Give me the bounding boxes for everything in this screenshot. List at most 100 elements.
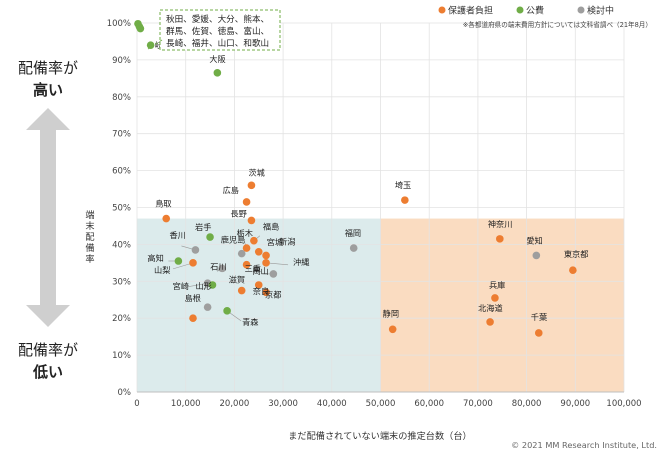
point-label-高知: 高知	[147, 253, 163, 263]
point-label-兵庫: 兵庫	[489, 280, 505, 290]
callout-line-3: 長崎、福井、山口、和歌山	[166, 37, 269, 49]
side-high-line2: 高い	[33, 81, 63, 99]
point-青森	[223, 307, 231, 315]
point-label-香川: 香川	[169, 230, 185, 240]
point-香川	[191, 246, 200, 254]
point-新潟	[262, 251, 270, 260]
legend-label-公費: 公費	[526, 5, 544, 17]
y-axis-title-char: 末	[85, 220, 94, 232]
point-label-神奈川: 神奈川	[488, 219, 513, 229]
x-tick-label: 10,000	[171, 399, 201, 409]
callout-box	[159, 9, 281, 51]
point-高知	[174, 257, 183, 265]
point-label-宮城: 宮城	[267, 237, 283, 247]
point-福岡	[349, 244, 358, 252]
point-unlabeled-2	[136, 24, 145, 33]
point-label-千葉: 千葉	[531, 312, 547, 322]
legend-label-検討中: 検討中	[587, 5, 614, 17]
point-三重	[242, 260, 251, 269]
legend-marker-保護者負担	[438, 6, 446, 14]
point-埼玉	[401, 196, 409, 204]
callout: 秋田、愛媛、大分、熊本、 群馬、佐賀、徳島、富山、 長崎、福井、山口、和歌山	[147, 9, 281, 51]
x-axis-title: まだ配備されていない端末の推定台数（台）	[288, 430, 471, 442]
y-axis-title-char: 備	[85, 242, 94, 254]
y-tick-label: 100%	[107, 19, 131, 29]
legend-label-保護者負担: 保護者負担	[448, 5, 493, 17]
point-label-沖縄: 沖縄	[293, 257, 309, 267]
point-label-島根: 島根	[185, 293, 201, 303]
point-茨城	[247, 181, 256, 190]
point-鳥取	[162, 214, 171, 223]
point-沖縄	[262, 259, 270, 267]
point-label-石川: 石川	[210, 261, 226, 271]
x-tick-label: 100,000	[606, 399, 641, 409]
point-北海道	[486, 318, 494, 326]
y-axis-title-char: 配	[85, 232, 94, 243]
point-島根	[203, 303, 212, 311]
x-tick-label: 60,000	[414, 399, 444, 409]
point-label-福島: 福島	[263, 222, 279, 232]
point-福島	[250, 236, 258, 245]
x-tick-label: 20,000	[220, 399, 250, 409]
point-label-福岡: 福岡	[345, 228, 361, 238]
x-tick-label: 30,000	[268, 399, 298, 409]
y-tick-label: 0%	[118, 388, 132, 398]
double-arrow-icon	[26, 108, 70, 327]
point-label-茨城: 茨城	[248, 167, 264, 177]
x-tick-label: 80,000	[512, 399, 542, 409]
x-tick-label: 70,000	[463, 399, 493, 409]
y-tick-label: 10%	[112, 351, 131, 361]
side-high-line1: 配備率が	[18, 59, 78, 77]
point-東京都	[569, 266, 577, 275]
point-label-奈良: 奈良	[253, 286, 269, 296]
point-label-新潟: 新潟	[279, 236, 295, 246]
point-広島	[242, 198, 251, 206]
point-label-滋賀: 滋賀	[229, 275, 245, 285]
x-tick-label: 0	[134, 399, 139, 409]
point-鹿児島	[237, 249, 246, 258]
tick-labels: 0% 10% 20% 30% 40% 50% 60% 70% 80% 90% 100% 0 10,000…	[107, 19, 642, 409]
point-奈良	[254, 281, 263, 289]
legend-marker-検討中	[577, 6, 585, 14]
grid-lines	[136, 22, 625, 393]
x-tick-label: 90,000	[560, 399, 590, 409]
y-axis-title-char: 率	[85, 253, 94, 265]
point-栃木	[242, 244, 251, 252]
y-tick-label: 40%	[112, 240, 131, 250]
point-label-鹿児島: 鹿児島	[221, 235, 246, 245]
point-label-長野: 長野	[230, 208, 246, 218]
point-label-京都: 京都	[265, 289, 281, 299]
point-label-山梨: 山梨	[154, 265, 170, 275]
point-大阪	[213, 69, 222, 77]
legend: 保護者負担 公費 検討中	[438, 5, 614, 17]
point-石川	[218, 264, 227, 273]
point-岩手	[206, 233, 214, 241]
y-axis-title-char: 端	[85, 209, 94, 221]
point-label-青森: 青森	[242, 317, 259, 327]
point-label-大阪: 大阪	[209, 54, 225, 64]
y-tick-label: 20%	[112, 314, 131, 324]
side-low-line1: 配備率が	[18, 341, 78, 359]
y-tick-label: 50%	[112, 204, 131, 214]
point-label-宮崎: 宮崎	[173, 281, 189, 291]
point-unlabeled-38	[189, 314, 197, 323]
legend-marker-公費	[516, 6, 524, 14]
point-label-愛知: 愛知	[526, 235, 542, 245]
point-滋賀	[237, 286, 246, 295]
point-兵庫	[491, 294, 499, 302]
point-label-岡山: 岡山	[252, 266, 268, 276]
point-label-埼玉: 埼玉	[395, 180, 411, 190]
point-山形	[208, 281, 217, 289]
callout-line-2: 群馬、佐賀、徳島、富山、	[166, 25, 269, 37]
point-label-三重: 三重	[245, 264, 261, 274]
y-tick-label: 30%	[112, 277, 131, 287]
point-愛知	[532, 251, 541, 260]
point-神奈川	[496, 235, 504, 243]
point-京都	[262, 288, 270, 297]
point-静岡	[388, 325, 397, 334]
legend-note: ※各都道府県の端末費用方針については文科省調べ（21年8月）	[463, 20, 652, 29]
region-1	[137, 218, 381, 392]
point-長野	[247, 216, 256, 225]
x-tick-label: 40,000	[317, 399, 347, 409]
x-tick-label: 50,000	[366, 399, 396, 409]
